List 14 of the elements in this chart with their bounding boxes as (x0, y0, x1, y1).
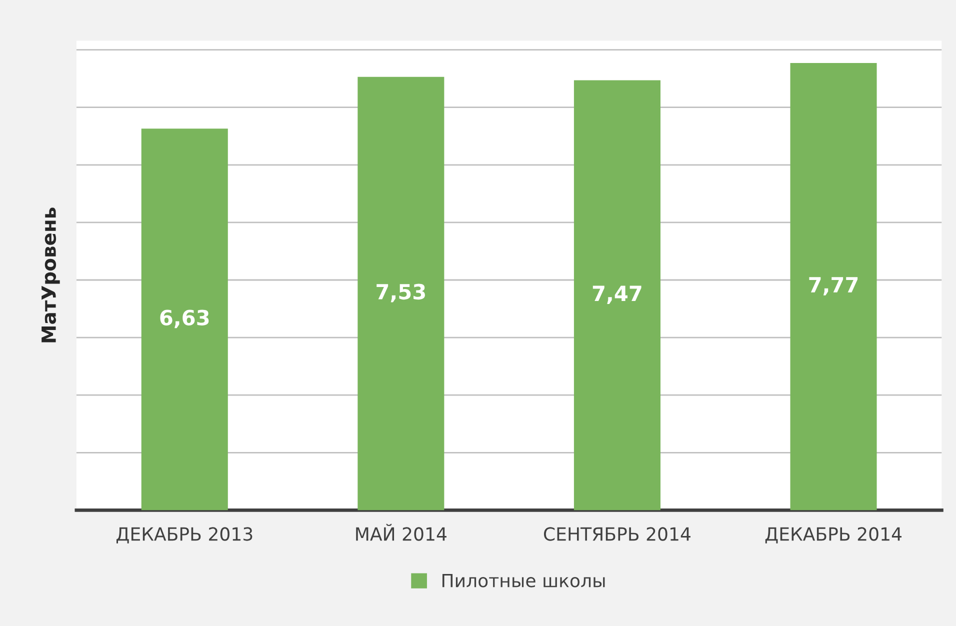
bar (358, 76, 444, 510)
x-tick-label: ДЕКАБРЬ 2013 (116, 527, 252, 544)
data-label: 7,77 (809, 277, 858, 296)
data-label: 7,47 (592, 286, 642, 304)
x-tick-label: ДЕКАБРЬ 2014 (765, 527, 902, 544)
bar (790, 63, 877, 510)
legend-label: Пилотные школы (442, 574, 605, 588)
x-tick-label: МАЙ 2014 (356, 524, 446, 541)
bar (141, 128, 228, 510)
x-tick-label: СЕНТЯБРЬ 2014 (544, 527, 690, 541)
y-axis-title: МатУровень (42, 208, 60, 342)
bar (574, 80, 660, 510)
data-label: 7,53 (376, 284, 425, 302)
data-label: 6,63 (160, 310, 209, 328)
